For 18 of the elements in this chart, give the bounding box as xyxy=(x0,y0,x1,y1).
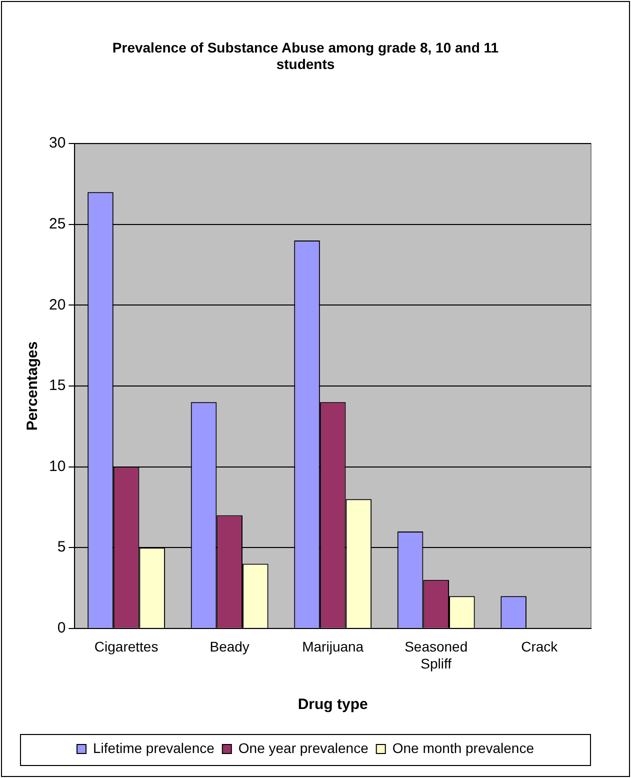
y-tick-label: 0 xyxy=(57,620,66,637)
legend-label: One month prevalence xyxy=(392,740,534,756)
chart-title: Prevalence of Substance Abuse among grade 8, 10 and 11 students xyxy=(112,39,499,72)
x-tick-label: Beady xyxy=(210,638,250,655)
x-tick-label: Cigarettes xyxy=(94,638,158,655)
x-tick-label: Seasoned Spliff xyxy=(404,638,468,672)
y-tick-label: 15 xyxy=(48,377,66,394)
y-tick-label: 20 xyxy=(48,296,66,314)
y-tick-label: 10 xyxy=(48,458,66,475)
legend-label: Lifetime prevalence xyxy=(93,740,215,756)
x-axis-title: Drug type xyxy=(298,696,368,714)
legend-label: One year prevalence xyxy=(238,740,369,756)
y-tick-label: 30 xyxy=(48,134,66,152)
x-tick-label: Marijuana xyxy=(302,638,364,655)
x-tick-label: Crack xyxy=(521,638,559,655)
y-tick-label: 5 xyxy=(57,538,66,556)
y-axis-title: Percentages xyxy=(24,341,42,431)
y-tick-label: 25 xyxy=(48,216,66,233)
